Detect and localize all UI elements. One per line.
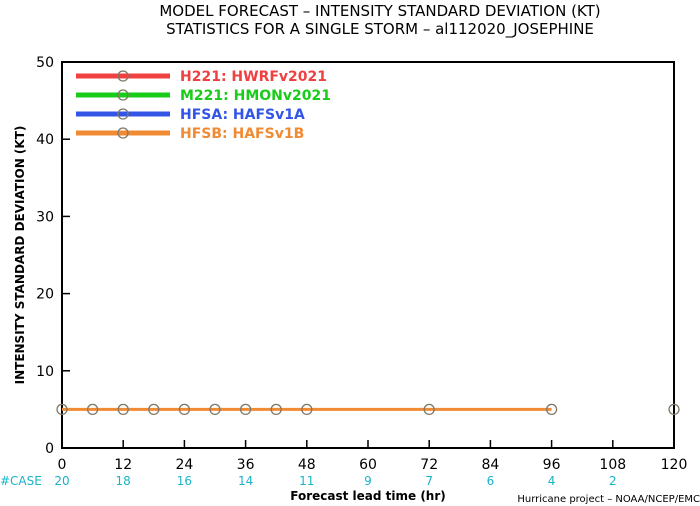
legend-marker bbox=[117, 127, 129, 139]
case-count: 4 bbox=[548, 474, 556, 488]
y-tick-label: 0 bbox=[45, 441, 54, 457]
data-point bbox=[56, 403, 68, 416]
y-tick-label: 20 bbox=[36, 287, 54, 303]
series-layer bbox=[56, 403, 680, 416]
data-point bbox=[239, 403, 252, 416]
case-count: 14 bbox=[238, 474, 253, 488]
y-axis-label: INTENSITY STANDARD DEVIATION (KT) bbox=[13, 126, 27, 385]
legend-marker bbox=[117, 89, 129, 101]
case-count: 11 bbox=[299, 474, 314, 488]
data-point bbox=[117, 403, 129, 416]
x-tick-label: 96 bbox=[543, 457, 561, 473]
x-tick-label: 36 bbox=[237, 457, 255, 473]
x-tick-label: 108 bbox=[599, 457, 626, 473]
x-tick-label: 84 bbox=[481, 457, 499, 473]
chart-title: MODEL FORECAST – INTENSITY STANDARD DEVI… bbox=[159, 2, 600, 20]
x-axis-label: Forecast lead time (hr) bbox=[290, 489, 446, 503]
case-count: 18 bbox=[116, 474, 131, 488]
case-count: 2 bbox=[609, 474, 617, 488]
legend-label: HFSB: HAFSv1B bbox=[180, 126, 304, 142]
case-count: 7 bbox=[425, 474, 433, 488]
legend-marker bbox=[117, 70, 129, 82]
data-point bbox=[668, 403, 680, 416]
chart-subtitle: STATISTICS FOR A SINGLE STORM – al112020… bbox=[166, 20, 594, 39]
y-axis: 0 10 20 30 40 50 bbox=[36, 55, 70, 457]
credit-text: Hurricane project – NOAA/NCEP/EMC bbox=[517, 494, 700, 505]
y-tick-label: 30 bbox=[36, 209, 54, 225]
x-tick-label: 120 bbox=[661, 457, 688, 473]
y-tick-label: 50 bbox=[36, 55, 54, 71]
x-tick-label: 12 bbox=[114, 457, 132, 473]
data-point bbox=[423, 403, 435, 416]
case-counts: 20 18 16 14 11 9 7 6 4 2 bbox=[54, 474, 616, 488]
x-tick-label: 24 bbox=[175, 457, 193, 473]
legend-label: HFSA: HAFSv1A bbox=[180, 107, 305, 123]
data-point bbox=[209, 403, 221, 416]
data-point bbox=[270, 403, 282, 416]
x-axis: 0 12 24 36 48 60 72 84 96 108 120 bbox=[58, 440, 688, 473]
x-tick-label: 0 bbox=[58, 457, 67, 473]
plot-frame bbox=[61, 61, 675, 449]
case-count: 20 bbox=[54, 474, 69, 488]
x-tick-label: 48 bbox=[298, 457, 316, 473]
data-point bbox=[86, 403, 99, 416]
data-point bbox=[178, 403, 191, 416]
case-count: 6 bbox=[487, 474, 495, 488]
legend: H221: HWRFv2021 M221: HMONv2021 HFSA: HAFS… bbox=[76, 69, 331, 142]
x-tick-label: 60 bbox=[359, 457, 377, 473]
data-point bbox=[148, 403, 160, 416]
y-tick-label: 40 bbox=[36, 132, 54, 148]
x-tick-label: 72 bbox=[420, 457, 438, 473]
data-point bbox=[301, 403, 313, 416]
y-tick-label: 10 bbox=[36, 364, 54, 380]
legend-marker bbox=[117, 108, 129, 120]
legend-label: H221: HWRFv2021 bbox=[180, 69, 327, 85]
legend-label: M221: HMONv2021 bbox=[180, 88, 331, 104]
case-count-label: #CASE bbox=[0, 474, 42, 488]
case-count: 9 bbox=[364, 474, 372, 488]
data-point bbox=[545, 403, 558, 416]
case-count: 16 bbox=[177, 474, 192, 488]
